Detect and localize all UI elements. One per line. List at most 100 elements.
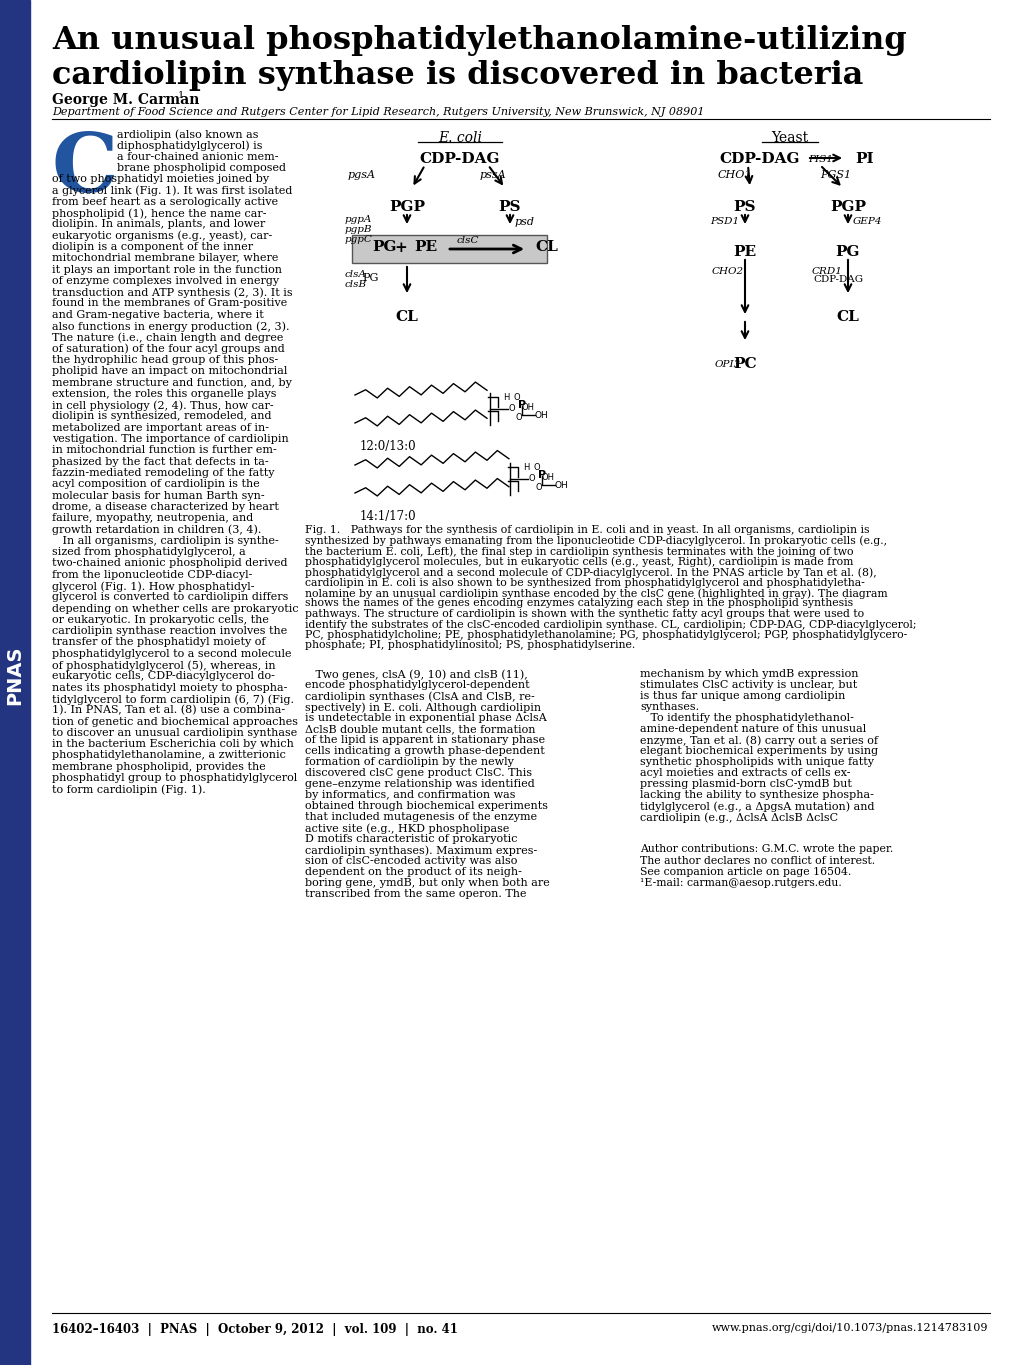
Text: phosphate; PI, phosphatidylinositol; PS, phosphatidylserine.: phosphate; PI, phosphatidylinositol; PS,… — [305, 640, 635, 651]
Text: two-chained anionic phospholipid derived: two-chained anionic phospholipid derived — [52, 558, 287, 568]
Text: Two genes, clsA (9, 10) and clsB (11),: Two genes, clsA (9, 10) and clsB (11), — [305, 669, 527, 680]
Text: O: O — [508, 404, 516, 414]
Text: and Gram-negative bacteria, where it: and Gram-negative bacteria, where it — [52, 310, 264, 319]
Text: tion of genetic and biochemical approaches: tion of genetic and biochemical approach… — [52, 717, 298, 726]
Text: phosphatidylglycerol to a second molecule: phosphatidylglycerol to a second molecul… — [52, 648, 291, 659]
Text: diolipin is synthesized, remodeled, and: diolipin is synthesized, remodeled, and — [52, 411, 271, 422]
Text: O: O — [534, 463, 540, 472]
Text: 14:1/17:0: 14:1/17:0 — [360, 511, 416, 523]
Text: also functions in energy production (2, 3).: also functions in energy production (2, … — [52, 321, 289, 332]
Text: of two phosphatidyl moieties joined by: of two phosphatidyl moieties joined by — [52, 175, 269, 184]
Text: is thus far unique among cardiolipin: is thus far unique among cardiolipin — [639, 691, 845, 702]
Text: is undetectable in exponential phase ΔclsA: is undetectable in exponential phase Δcl… — [305, 713, 546, 723]
Text: PIS1: PIS1 — [807, 156, 833, 164]
Text: cardiolipin synthase reaction involves the: cardiolipin synthase reaction involves t… — [52, 627, 287, 636]
Text: PNAS: PNAS — [5, 646, 24, 704]
Text: eukaryotic organisms (e.g., yeast), car-: eukaryotic organisms (e.g., yeast), car- — [52, 231, 272, 242]
Text: PS: PS — [733, 201, 755, 214]
Text: PE: PE — [414, 240, 437, 254]
Text: extension, the roles this organelle plays: extension, the roles this organelle play… — [52, 389, 276, 399]
Text: OH: OH — [535, 411, 548, 420]
Text: CDP-DAG: CDP-DAG — [420, 152, 499, 167]
Text: 16402–16403  |  PNAS  |  October 9, 2012  |  vol. 109  |  no. 41: 16402–16403 | PNAS | October 9, 2012 | v… — [52, 1323, 458, 1336]
Text: shows the names of the genes encoding enzymes catalyzing each step in the phosph: shows the names of the genes encoding en… — [305, 598, 852, 609]
Text: transduction and ATP synthesis (2, 3). It is: transduction and ATP synthesis (2, 3). I… — [52, 287, 292, 298]
Text: ardiolipin (also known as: ardiolipin (also known as — [117, 130, 258, 139]
Text: pgsA: pgsA — [347, 171, 376, 180]
Text: George M. Carman: George M. Carman — [52, 93, 199, 106]
Text: PI: PI — [854, 152, 872, 167]
Text: from beef heart as a serologically active: from beef heart as a serologically activ… — [52, 197, 278, 207]
Text: Downloaded by guest on September 27, 2021: Downloaded by guest on September 27, 202… — [8, 990, 16, 1164]
Text: brane phospholipid composed: brane phospholipid composed — [117, 162, 285, 173]
Text: O: O — [514, 393, 520, 403]
Text: Department of Food Science and Rutgers Center for Lipid Research, Rutgers Univer: Department of Food Science and Rutgers C… — [52, 106, 704, 117]
Text: CHO1: CHO1 — [717, 171, 752, 180]
Text: An unusual phosphatidylethanolamine-utilizing: An unusual phosphatidylethanolamine-util… — [52, 25, 906, 56]
Text: www.pnas.org/cgi/doi/10.1073/pnas.1214783109: www.pnas.org/cgi/doi/10.1073/pnas.121478… — [711, 1323, 987, 1334]
Text: sion of clsC-encoded activity was also: sion of clsC-encoded activity was also — [305, 856, 517, 865]
Text: membrane phospholipid, provides the: membrane phospholipid, provides the — [52, 762, 266, 771]
Text: encode phosphatidylglycerol-dependent: encode phosphatidylglycerol-dependent — [305, 680, 529, 689]
Text: discovered clsC gene product ClsC. This: discovered clsC gene product ClsC. This — [305, 768, 532, 778]
Text: amine-dependent nature of this unusual: amine-dependent nature of this unusual — [639, 723, 865, 734]
Text: diolipin. In animals, plants, and lower: diolipin. In animals, plants, and lower — [52, 220, 265, 229]
Text: pgpB: pgpB — [344, 225, 372, 233]
Text: OH: OH — [522, 403, 535, 412]
Text: depending on whether cells are prokaryotic: depending on whether cells are prokaryot… — [52, 603, 299, 614]
Text: in cell physiology (2, 4). Thus, how car-: in cell physiology (2, 4). Thus, how car… — [52, 400, 273, 411]
Text: PSD1: PSD1 — [709, 217, 739, 227]
Text: spectively) in E. coli. Although cardiolipin: spectively) in E. coli. Although cardiol… — [305, 702, 541, 713]
Text: cells indicating a growth phase-dependent: cells indicating a growth phase-dependen… — [305, 747, 544, 756]
Text: glycerol (Fig. 1). How phosphatidyl-: glycerol (Fig. 1). How phosphatidyl- — [52, 581, 255, 591]
Text: PG: PG — [835, 244, 859, 259]
Text: PS: PS — [498, 201, 521, 214]
Text: CRD1: CRD1 — [811, 268, 842, 276]
Text: of enzyme complexes involved in energy: of enzyme complexes involved in energy — [52, 276, 279, 285]
Text: pssA: pssA — [480, 171, 506, 180]
Text: eukaryotic cells, CDP-diacylglycerol do-: eukaryotic cells, CDP-diacylglycerol do- — [52, 672, 274, 681]
Text: In all organisms, cardiolipin is synthe-: In all organisms, cardiolipin is synthe- — [52, 536, 278, 546]
Text: it plays an important role in the function: it plays an important role in the functi… — [52, 265, 281, 274]
Text: ΔclsB double mutant cells, the formation: ΔclsB double mutant cells, the formation — [305, 723, 535, 734]
Text: phospholipid (1), hence the name car-: phospholipid (1), hence the name car- — [52, 207, 266, 218]
Text: cardiolipin (e.g., ΔclsA ΔclsB ΔclsC: cardiolipin (e.g., ΔclsA ΔclsB ΔclsC — [639, 812, 838, 823]
Text: P: P — [518, 400, 526, 410]
Text: of saturation) of the four acyl groups and: of saturation) of the four acyl groups a… — [52, 344, 284, 355]
Text: 1). In PNAS, Tan et al. (8) use a combina-: 1). In PNAS, Tan et al. (8) use a combin… — [52, 706, 285, 715]
Text: growth retardation in children (3, 4).: growth retardation in children (3, 4). — [52, 524, 261, 535]
Text: phosphatidylglycerol and a second molecule of CDP-diacylglycerol. In the PNAS ar: phosphatidylglycerol and a second molecu… — [305, 566, 876, 577]
Text: CL: CL — [836, 310, 859, 324]
Text: PGP: PGP — [829, 201, 865, 214]
Text: PGS1: PGS1 — [819, 171, 850, 180]
Text: vestigation. The importance of cardiolipin: vestigation. The importance of cardiolip… — [52, 434, 288, 444]
Text: nolamine by an unusual cardiolipin synthase encoded by the clsC gene (highlighte: nolamine by an unusual cardiolipin synth… — [305, 588, 887, 599]
Text: OH: OH — [554, 480, 569, 490]
Text: The nature (i.e., chain length and degree: The nature (i.e., chain length and degre… — [52, 333, 283, 343]
Text: E. coli: E. coli — [437, 131, 482, 145]
Text: the bacterium E. coli, Left), the final step in cardiolipin synthesis terminates: the bacterium E. coli, Left), the final … — [305, 546, 853, 557]
Text: dependent on the product of its neigh-: dependent on the product of its neigh- — [305, 867, 522, 876]
Text: to discover an unusual cardiolipin synthase: to discover an unusual cardiolipin synth… — [52, 728, 297, 738]
Text: the hydrophilic head group of this phos-: the hydrophilic head group of this phos- — [52, 355, 278, 364]
Text: pgpA: pgpA — [344, 216, 372, 224]
Text: fazzin-mediated remodeling of the fatty: fazzin-mediated remodeling of the fatty — [52, 468, 274, 478]
Text: phosphatidylethanolamine, a zwitterionic: phosphatidylethanolamine, a zwitterionic — [52, 751, 285, 760]
Text: ¹E-mail: carman@aesop.rutgers.edu.: ¹E-mail: carman@aesop.rutgers.edu. — [639, 879, 841, 889]
Text: transcribed from the same operon. The: transcribed from the same operon. The — [305, 889, 526, 900]
Text: pholipid have an impact on mitochondrial: pholipid have an impact on mitochondrial — [52, 366, 287, 377]
Text: See companion article on page 16504.: See companion article on page 16504. — [639, 867, 851, 876]
Text: cardiolipin synthases). Maximum expres-: cardiolipin synthases). Maximum expres- — [305, 845, 537, 856]
Text: failure, myopathy, neutropenia, and: failure, myopathy, neutropenia, and — [52, 513, 253, 523]
Text: sized from phosphatidylglycerol, a: sized from phosphatidylglycerol, a — [52, 547, 246, 557]
Text: PG: PG — [362, 273, 378, 283]
Text: metabolized are important areas of in-: metabolized are important areas of in- — [52, 423, 269, 433]
Text: nates its phosphatidyl moiety to phospha-: nates its phosphatidyl moiety to phospha… — [52, 682, 287, 692]
Text: mitochondrial membrane bilayer, where: mitochondrial membrane bilayer, where — [52, 254, 278, 263]
Text: clsB: clsB — [344, 280, 367, 289]
Text: diphosphatidylglycerol) is: diphosphatidylglycerol) is — [117, 141, 262, 152]
Text: membrane structure and function, and, by: membrane structure and function, and, by — [52, 378, 291, 388]
Text: C: C — [52, 130, 118, 209]
Text: CDP-DAG: CDP-DAG — [812, 274, 862, 284]
Text: boring gene, ymdB, but only when both are: boring gene, ymdB, but only when both ar… — [305, 878, 549, 889]
